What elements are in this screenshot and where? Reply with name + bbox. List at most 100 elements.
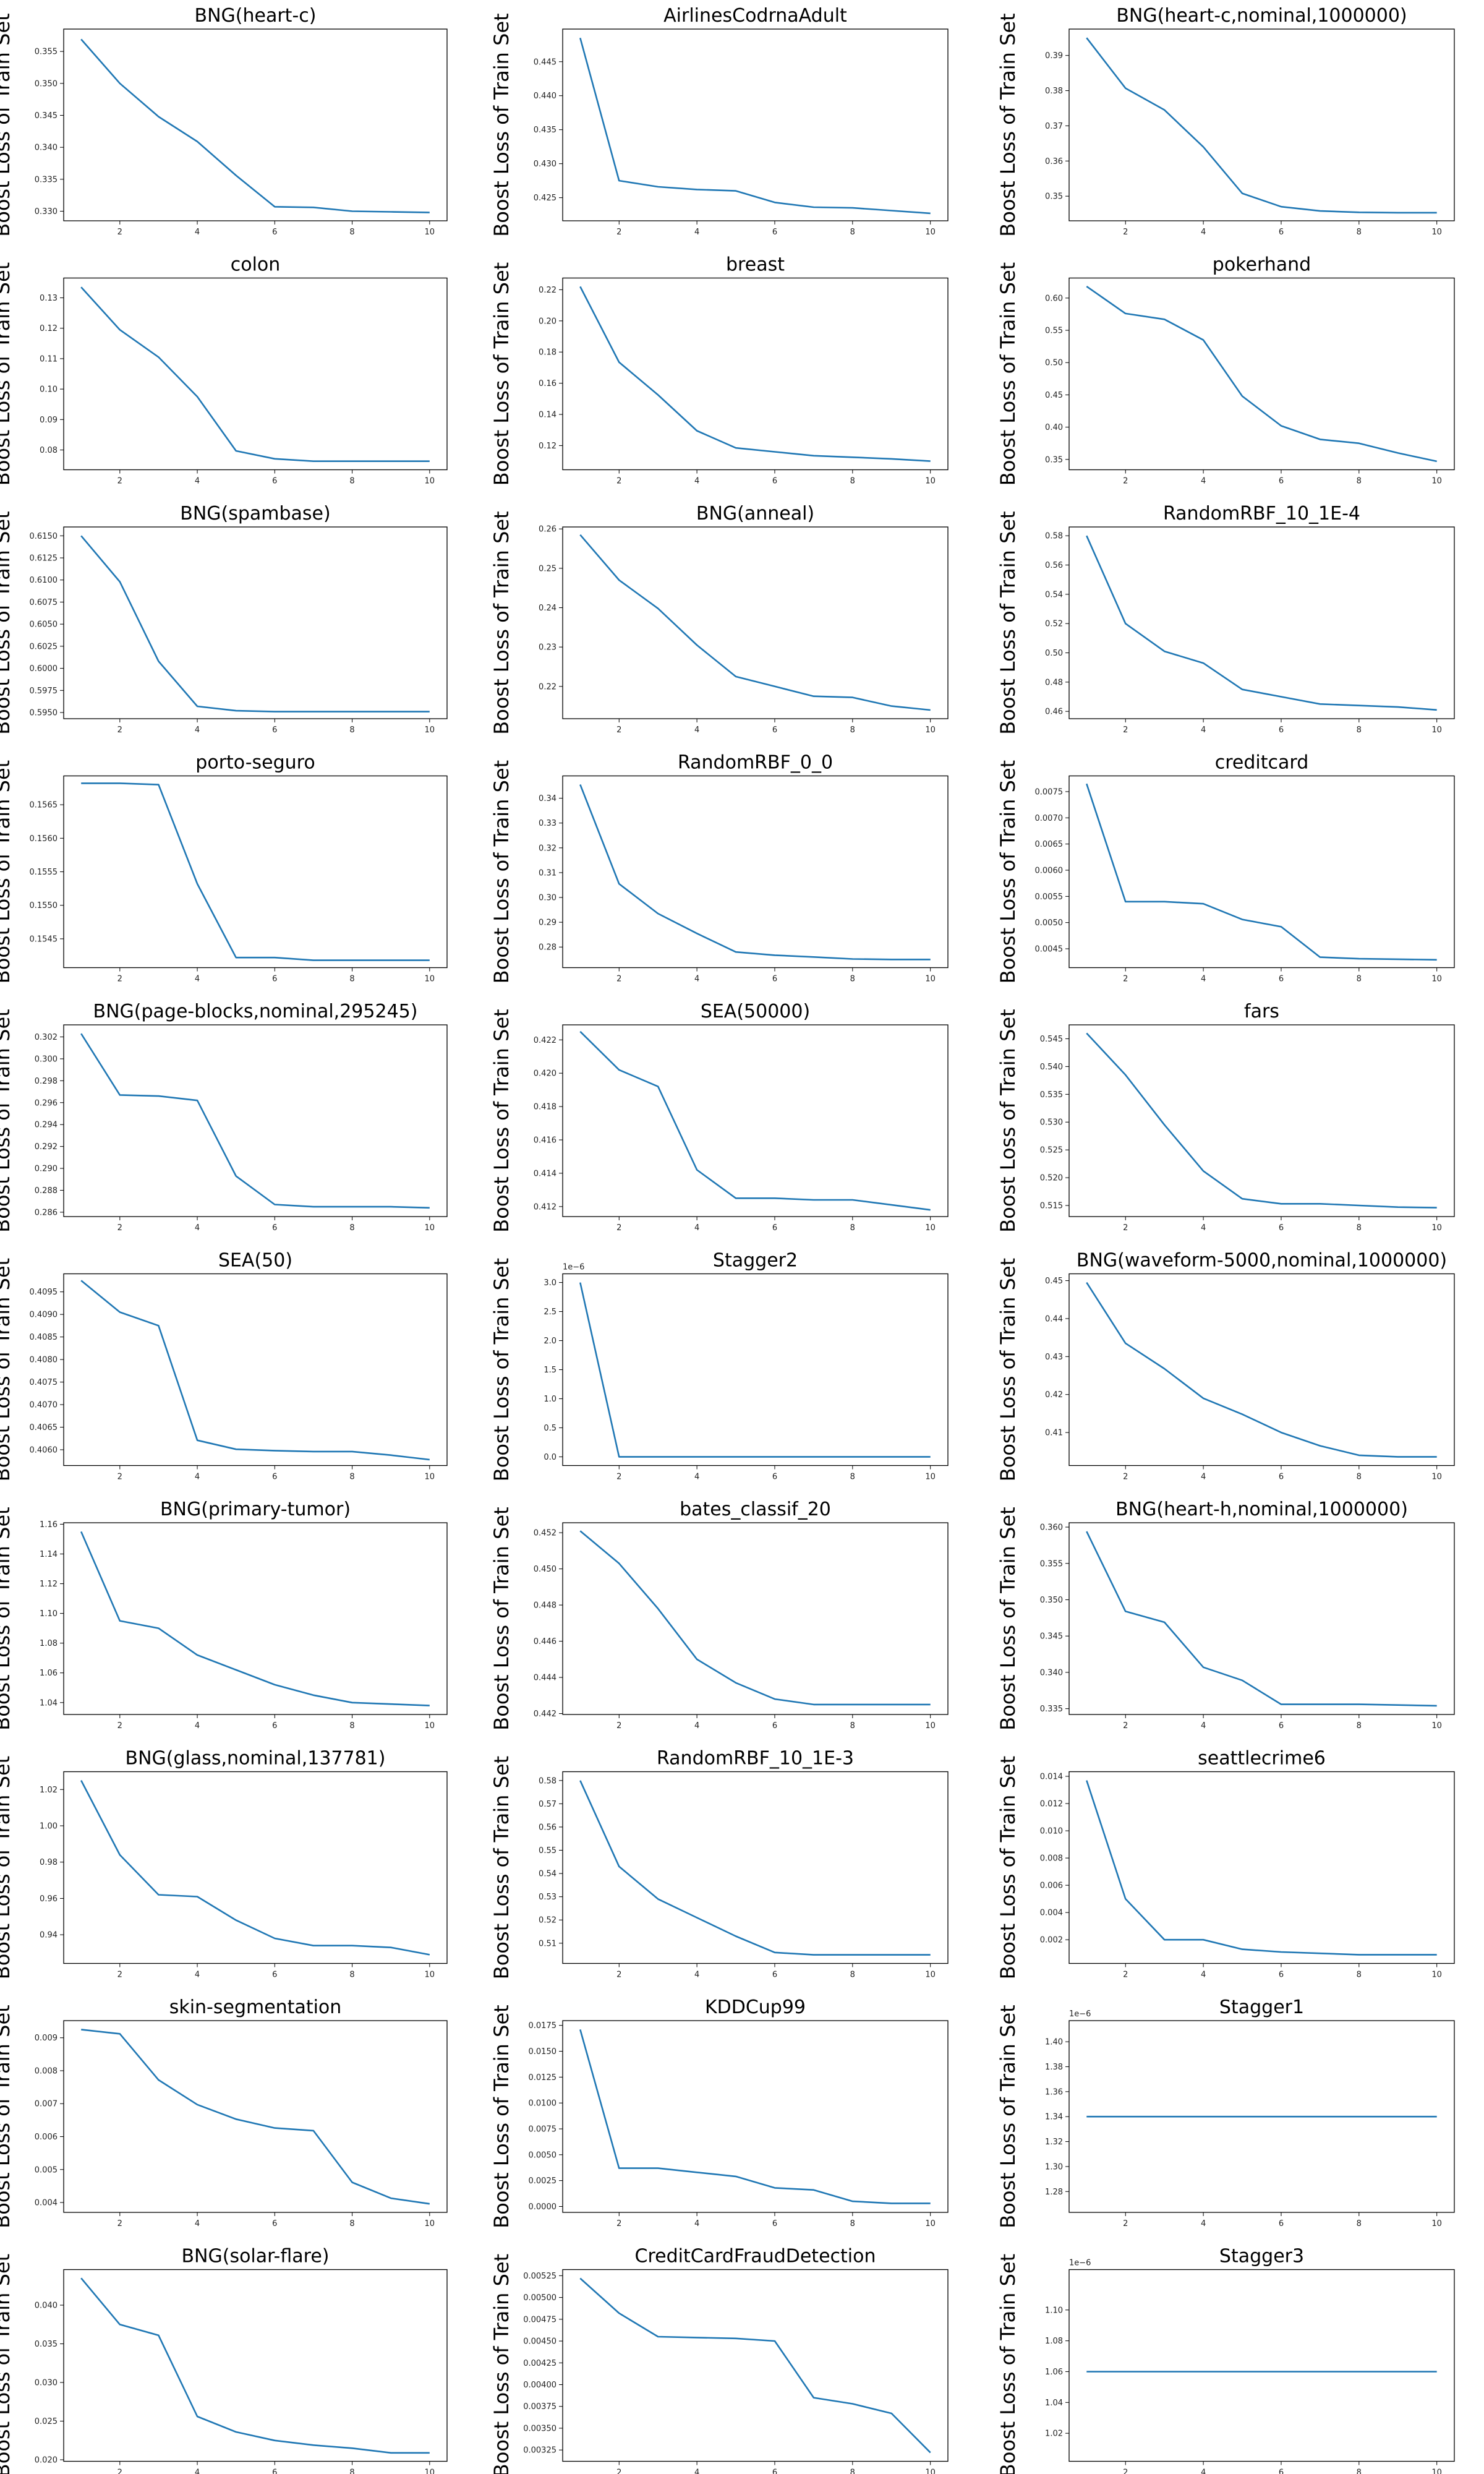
plot-frame: [63, 2269, 448, 2462]
y-tick-label: 1.30: [1045, 2162, 1063, 2172]
x-tick-label: 8: [349, 1721, 354, 1731]
x-tick-label: 10: [425, 1223, 435, 1233]
y-tick-label: 0.35: [1045, 455, 1063, 464]
y-tick-label: 1.12: [40, 1580, 58, 1589]
y-tick-label: 0.286: [35, 1208, 58, 1217]
subplot-27: 2 4 6 8 10 1.28 1.30 1.32 1.34 1.36 1.38 1.40 1e−6 St…: [996, 1997, 1455, 2228]
subplot-13: 2 4 6 8 10 0.286 0.288 0.290 0.292 0.294 0.296 0.29…: [0, 1001, 448, 1233]
y-tick-label: 0.430: [534, 160, 556, 169]
y-tick-label: 0.54: [539, 1870, 556, 1879]
y-tick-label: 1.06: [40, 1669, 58, 1678]
y-tick-label: 0.292: [35, 1142, 58, 1152]
x-tick-label: 8: [1357, 228, 1362, 237]
y-tick-label: 1.02: [1045, 2429, 1063, 2439]
x-tick-label: 8: [850, 2219, 855, 2228]
series-line: [1086, 1282, 1437, 1458]
x-tick-label: 8: [349, 477, 354, 486]
y-tick-label: 0.25: [539, 564, 556, 573]
y-tick-label: 0.4095: [30, 1288, 58, 1297]
y-tick-label: 0.425: [534, 194, 556, 203]
x-tick-label: 4: [694, 477, 699, 486]
y-tick-label: 0.31: [539, 868, 556, 878]
y-tick-label: 0.6100: [30, 576, 58, 585]
y-tick-label: 0.412: [534, 1202, 556, 1212]
series-line: [81, 2029, 430, 2205]
x-tick-label: 6: [1279, 2219, 1284, 2228]
subplot-title: BNG(solar-flare): [181, 2246, 329, 2267]
y-tick-label: 0.008: [1040, 1854, 1063, 1864]
x-tick-label: 6: [272, 1721, 277, 1731]
x-tick-label: 4: [1201, 228, 1206, 237]
y-tick-label: 0.025: [35, 2417, 58, 2426]
series-line: [80, 1280, 430, 1461]
x-tick-label: 6: [772, 1223, 777, 1233]
x-tick-label: 2: [117, 2468, 122, 2474]
x-tick-label: 4: [195, 1721, 200, 1731]
y-tick-label: 0.37: [1045, 122, 1063, 131]
series-line: [579, 286, 931, 462]
y-tick-label: 0.08: [40, 446, 58, 455]
plot-frame: [562, 1024, 949, 1217]
y-tick-label: 1.32: [1045, 2138, 1063, 2147]
subplot-title: BNG(heart-h,nominal,1000000): [1115, 1499, 1408, 1520]
plot-frame: [1068, 1771, 1455, 1964]
x-tick-label: 2: [616, 1223, 621, 1233]
y-tick-label: 0.330: [35, 207, 58, 216]
x-tick-label: 4: [195, 726, 200, 735]
plot-frame: [562, 28, 949, 221]
y-tick-label: 0.35: [1045, 192, 1063, 202]
x-tick-label: 10: [925, 726, 936, 735]
x-tick-label: 6: [1279, 1971, 1284, 1980]
x-tick-label: 2: [616, 1473, 621, 1482]
plot-frame: [1068, 28, 1455, 221]
y-tick-label: 0.00500: [523, 2293, 556, 2303]
y-tick-label: 0.540: [1040, 1063, 1063, 1072]
y-axis-label: Boost Loss of Train Set: [490, 2254, 513, 2474]
x-tick-label: 8: [1357, 1473, 1362, 1482]
series-line: [80, 535, 430, 713]
plot-frame: [1068, 277, 1455, 471]
x-tick-label: 10: [425, 477, 435, 486]
y-tick-label: 0.422: [534, 1036, 556, 1045]
y-tick-label: 1.06: [1045, 2368, 1063, 2377]
y-tick-label: 0.444: [534, 1674, 556, 1683]
subplot-2: 2 4 6 8 10 0.425 0.430 0.435 0.440 0.445 AirlinesC…: [490, 5, 949, 237]
y-tick-label: 0.004: [1040, 1909, 1063, 1918]
plot-frame: [63, 277, 448, 471]
subplot-title: RandomRBF_0_0: [678, 752, 833, 774]
y-tick-label: 0.420: [534, 1069, 556, 1079]
subplot-title: BNG(heart-c,nominal,1000000): [1116, 5, 1407, 27]
y-tick-label: 0.296: [35, 1098, 58, 1108]
subplot-5: 2 4 6 8 10 0.12 0.14 0.16 0.18 0.20 0.22 breast Boos…: [490, 254, 949, 486]
y-tick-label: 0.33: [539, 819, 556, 828]
x-tick-label: 6: [1279, 477, 1284, 486]
subplot-title: BNG(primary-tumor): [160, 1499, 351, 1520]
subplot-title: bates_classif_20: [680, 1499, 831, 1520]
y-tick-label: 0.23: [539, 643, 556, 653]
y-tick-label: 0.442: [534, 1710, 556, 1719]
subplot-title: Stagger1: [1219, 1997, 1304, 2018]
y-tick-label: 0.41: [1045, 1429, 1063, 1438]
y-tick-label: 0.006: [35, 2133, 58, 2142]
x-tick-label: 2: [1123, 2468, 1128, 2474]
y-tick-label: 0.45: [1045, 391, 1063, 400]
series-line: [80, 286, 430, 463]
series-line: [80, 38, 430, 213]
x-tick-label: 10: [1431, 1971, 1442, 1980]
x-tick-label: 8: [349, 975, 354, 984]
y-tick-label: 1.0: [544, 1395, 556, 1404]
y-tick-label: 2.5: [544, 1308, 556, 1317]
plot-frame: [63, 2020, 448, 2213]
plot-frame: [63, 1024, 448, 1217]
y-tick-label: 0.50: [1045, 649, 1063, 658]
x-tick-label: 4: [694, 975, 699, 984]
subplot-title: breast: [726, 254, 785, 276]
y-tick-label: 0.48: [1045, 678, 1063, 687]
y-tick-label: 0.98: [40, 1858, 58, 1867]
y-tick-label: 0.00450: [523, 2337, 556, 2347]
x-tick-label: 8: [850, 1971, 855, 1980]
x-tick-label: 8: [1357, 1971, 1362, 1980]
x-tick-label: 4: [694, 1971, 699, 1980]
x-tick-label: 2: [1123, 477, 1128, 486]
x-tick-label: 2: [616, 975, 621, 984]
